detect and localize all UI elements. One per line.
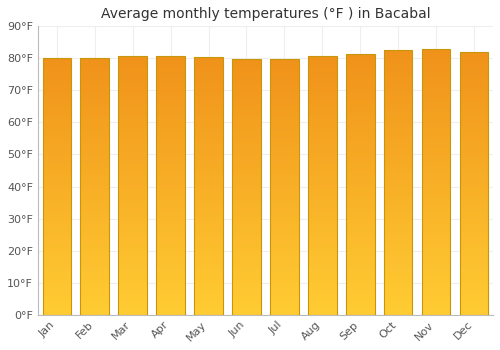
Bar: [384, 50, 412, 315]
Bar: [194, 57, 223, 315]
Bar: [232, 59, 260, 315]
Bar: [42, 58, 71, 315]
Bar: [308, 56, 336, 315]
Bar: [118, 56, 147, 315]
Bar: [460, 52, 488, 315]
Bar: [422, 49, 450, 315]
Bar: [156, 56, 185, 315]
Bar: [270, 59, 298, 315]
Bar: [346, 54, 374, 315]
Title: Average monthly temperatures (°F ) in Bacabal: Average monthly temperatures (°F ) in Ba…: [100, 7, 430, 21]
Bar: [80, 58, 109, 315]
